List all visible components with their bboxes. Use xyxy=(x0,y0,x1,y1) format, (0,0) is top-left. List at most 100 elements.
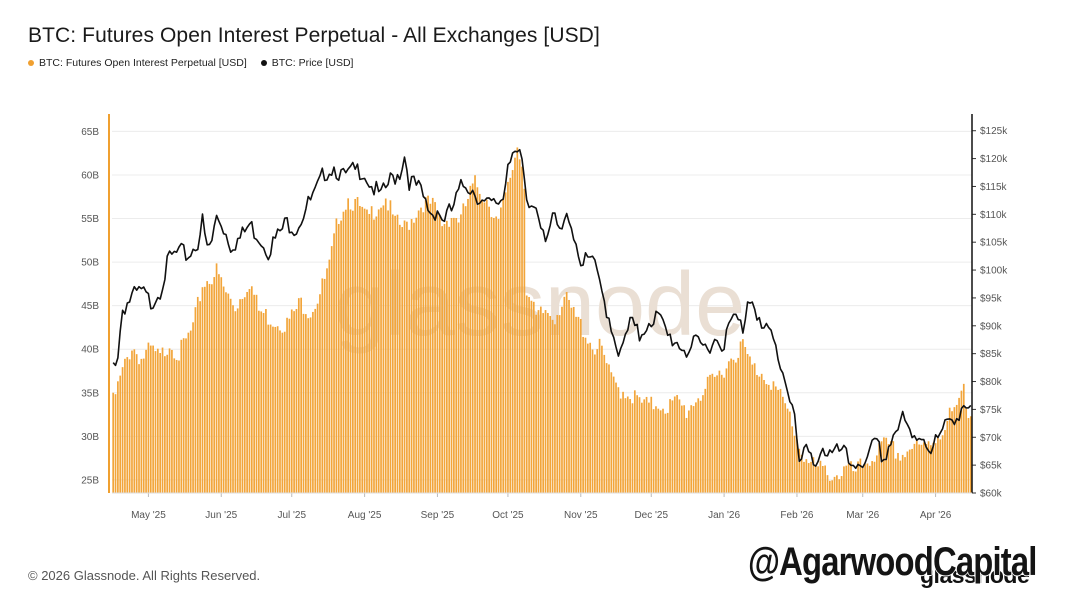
y-left-tick-label: 25B xyxy=(81,475,99,486)
open-interest-bar xyxy=(962,383,965,493)
open-interest-bar xyxy=(319,294,321,493)
open-interest-bar xyxy=(149,345,152,493)
open-interest-bar xyxy=(683,405,686,493)
open-interest-bar xyxy=(737,357,740,493)
open-interest-bar xyxy=(359,206,361,493)
open-interest-bar xyxy=(203,286,206,493)
open-interest-bar xyxy=(554,324,556,493)
open-interest-bar xyxy=(443,224,446,493)
y-left-tick-label: 50B xyxy=(81,258,99,269)
open-interest-bar xyxy=(951,411,953,493)
open-interest-bar xyxy=(253,294,256,493)
legend-item-open-interest[interactable]: BTC: Futures Open Interest Perpetual [US… xyxy=(28,57,247,69)
open-interest-bar xyxy=(300,297,302,493)
open-interest-bar xyxy=(211,284,213,493)
legend-label-price: BTC: Price [USD] xyxy=(271,57,354,69)
open-interest-bar xyxy=(192,322,194,493)
open-interest-bar xyxy=(751,364,754,493)
open-interest-bar xyxy=(504,192,507,493)
open-interest-bar xyxy=(786,408,789,493)
open-interest-bar xyxy=(857,461,859,493)
x-tick-label: Feb '26 xyxy=(780,510,813,521)
open-interest-bar xyxy=(135,354,138,493)
open-interest-bar xyxy=(424,197,427,493)
open-interest-bar xyxy=(624,398,627,493)
open-interest-bar xyxy=(168,348,171,493)
y-right-tick-label: $100k xyxy=(980,266,1008,277)
open-interest-bar xyxy=(883,437,885,493)
open-interest-bar xyxy=(509,177,512,494)
open-interest-bar xyxy=(897,452,899,493)
open-interest-bar xyxy=(777,389,779,493)
open-interest-bar xyxy=(138,364,140,493)
y-right-tick-label: $115k xyxy=(980,182,1008,193)
open-interest-bar xyxy=(354,198,357,493)
open-interest-bar xyxy=(840,476,843,493)
open-interest-bar xyxy=(436,213,439,493)
open-interest-bar xyxy=(758,376,761,493)
open-interest-bar xyxy=(873,461,876,493)
open-interest-bar xyxy=(650,396,653,493)
open-interest-bar xyxy=(500,207,502,493)
open-interest-bar xyxy=(892,441,895,493)
open-interest-bar xyxy=(215,263,218,493)
open-interest-bar xyxy=(305,314,307,493)
open-interest-bar xyxy=(218,274,220,493)
open-interest-bar xyxy=(474,175,476,493)
open-interest-bar xyxy=(641,402,643,493)
open-interest-bar xyxy=(617,387,620,493)
open-interest-bar xyxy=(309,317,312,493)
open-interest-bar xyxy=(544,310,547,493)
open-interest-bar xyxy=(782,396,784,493)
open-interest-bar xyxy=(760,373,763,493)
open-interest-bar xyxy=(720,374,723,493)
open-interest-bar xyxy=(502,198,505,493)
legend-label-open-interest: BTC: Futures Open Interest Perpetual [US… xyxy=(39,57,247,69)
y-right-tick-label: $60k xyxy=(980,489,1003,500)
open-interest-bar xyxy=(476,187,479,493)
open-interest-bar xyxy=(222,286,225,493)
open-interest-bar xyxy=(709,374,711,493)
open-interest-bar xyxy=(953,407,956,493)
open-interest-bar xyxy=(288,318,291,493)
open-interest-bar xyxy=(824,465,826,493)
open-interest-bar xyxy=(361,206,364,494)
open-interest-bar xyxy=(727,361,730,493)
open-interest-bar xyxy=(274,326,277,493)
open-interest-bar xyxy=(626,396,629,493)
open-interest-bar xyxy=(767,384,770,493)
open-interest-bar xyxy=(429,203,432,494)
open-interest-bar xyxy=(730,358,732,493)
open-interest-bar xyxy=(598,338,601,493)
open-interest-bar xyxy=(156,348,159,493)
open-interest-bar xyxy=(154,351,157,493)
open-interest-bar xyxy=(464,206,467,494)
open-interest-bar xyxy=(518,159,521,493)
open-interest-bar xyxy=(286,317,288,493)
x-tick-label: Jan '26 xyxy=(708,510,740,521)
open-interest-bar xyxy=(394,215,396,493)
open-interest-bar xyxy=(922,442,925,493)
open-interest-bar xyxy=(114,394,117,493)
open-interest-bar xyxy=(866,463,869,493)
open-interest-bar xyxy=(398,224,401,493)
open-interest-bar xyxy=(749,356,751,493)
open-interest-bar xyxy=(941,435,944,493)
y-right-tick-label: $85k xyxy=(980,349,1003,360)
open-interest-bar xyxy=(241,298,244,493)
open-interest-bar xyxy=(511,170,514,494)
open-interest-bar xyxy=(551,319,554,493)
open-interest-bar xyxy=(622,391,624,493)
open-interest-bar xyxy=(836,475,838,493)
open-interest-bar xyxy=(756,375,758,493)
open-interest-bar xyxy=(229,298,232,493)
y-right-tick-label: $125k xyxy=(980,126,1008,137)
open-interest-bar xyxy=(387,210,389,494)
legend-item-price[interactable]: BTC: Price [USD] xyxy=(260,57,354,69)
open-interest-bar xyxy=(939,439,942,493)
open-interest-bar xyxy=(648,402,650,493)
open-interest-bar xyxy=(927,441,930,493)
open-interest-bar xyxy=(810,461,812,493)
open-interest-bar xyxy=(342,211,345,493)
open-interest-bar xyxy=(495,216,498,493)
